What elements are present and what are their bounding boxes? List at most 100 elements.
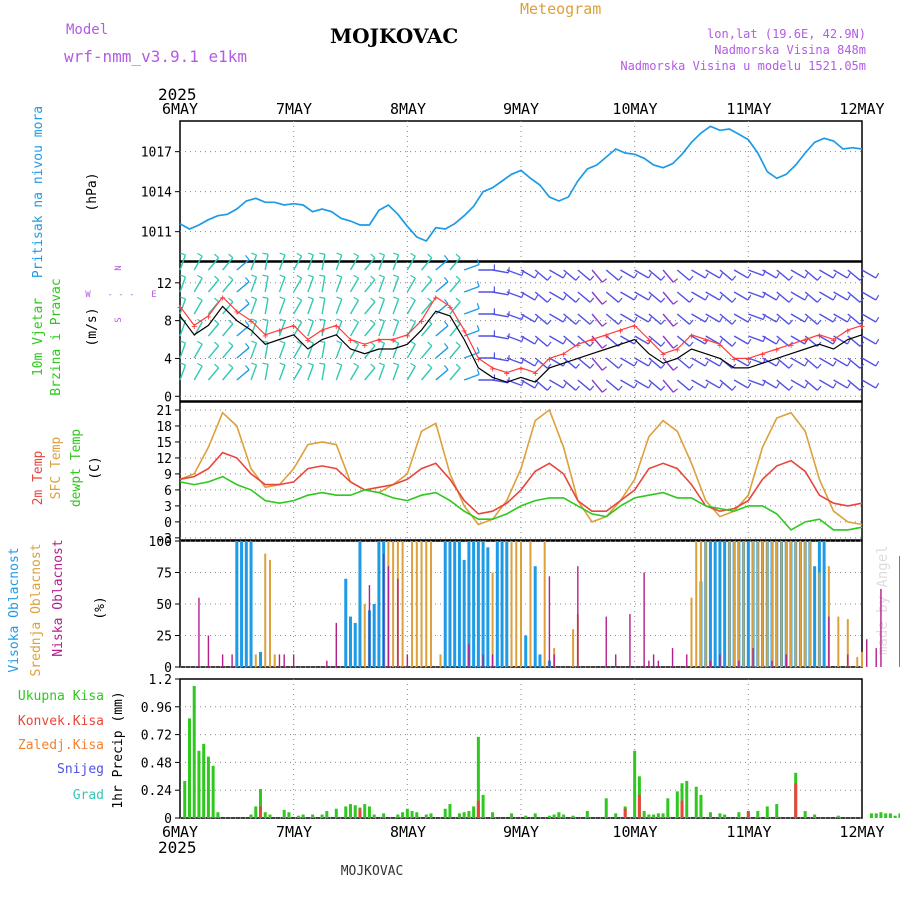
- temp-ytick-label: 3: [164, 500, 172, 515]
- mid-cloud-bar: [699, 541, 702, 667]
- wind-barb: [847, 291, 861, 303]
- total-rain-bar: [424, 814, 428, 818]
- wind-barb: [321, 342, 326, 359]
- wind-unit: (m/s): [85, 307, 100, 346]
- gust-marker: +: [546, 354, 552, 365]
- wind-barb-flag: [353, 296, 359, 301]
- wind-barb-flag: [197, 274, 203, 279]
- date-label: 7MAY: [276, 823, 312, 841]
- total-rain-bar: [694, 786, 698, 818]
- gust-marker: +: [248, 317, 254, 328]
- wind-barb: [719, 269, 733, 281]
- high-cloud-bar: [533, 566, 537, 667]
- wind-barb-flag: [262, 274, 269, 277]
- total-rain-bar: [382, 813, 386, 818]
- wind-barb: [250, 342, 258, 359]
- wind-barb: [335, 298, 343, 315]
- high-cloud-bar: [505, 541, 509, 667]
- watermark: made by Angel: [875, 545, 891, 655]
- high-cloud-bar: [235, 541, 239, 667]
- wind-barb-flag: [228, 319, 234, 325]
- wind-barb-flag: [427, 297, 433, 303]
- wind-barb-flag: [775, 360, 780, 367]
- wind-barb-flag: [214, 253, 220, 259]
- wind-barb: [733, 313, 749, 323]
- wind-barb-flag: [804, 294, 809, 301]
- wind-barb: [534, 335, 548, 347]
- wind-barb-flag: [719, 316, 723, 323]
- wind-barb: [705, 313, 720, 323]
- wind-barb-flag: [816, 363, 822, 369]
- wind-barb-flag: [534, 382, 539, 389]
- wind-barb-flag: [775, 382, 780, 389]
- temp-ytick-label: 18: [156, 420, 172, 435]
- gust-marker: +: [674, 345, 680, 356]
- date-label: 11MAY: [726, 100, 771, 118]
- wind-barb: [620, 379, 635, 389]
- wind-barb: [264, 342, 269, 359]
- total-rain-bar: [836, 815, 840, 818]
- wind-barb: [705, 291, 720, 301]
- wind-barb: [421, 345, 433, 359]
- wind-barb: [492, 335, 509, 340]
- wind-barb: [463, 263, 480, 271]
- total-rain-bar: [675, 791, 679, 818]
- wind-barb-flag: [601, 278, 608, 283]
- wind-barb-flag: [370, 275, 376, 281]
- wind-barb-flag: [410, 318, 416, 323]
- total-rain-bar: [647, 814, 651, 818]
- compass-east: E: [151, 290, 156, 300]
- wind-barb-flag: [575, 319, 580, 325]
- wind-barb-flag: [262, 296, 269, 299]
- gust-marker: +: [688, 331, 694, 342]
- conv-rain-bar: [680, 800, 684, 818]
- coords-text: lon,lat (19.6E, 42.9N): [707, 27, 866, 41]
- legend-total-rain: Ukupna Kisa: [18, 689, 104, 704]
- wind-barb: [776, 357, 790, 369]
- wind-barb: [392, 254, 400, 271]
- wind-barb-flag: [251, 340, 257, 344]
- low-cloud-bar: [657, 660, 660, 667]
- gust-marker: +: [859, 321, 865, 332]
- total-rain-bar: [756, 811, 760, 818]
- wind-barb: [449, 257, 461, 271]
- wind-barb: [193, 343, 203, 359]
- low-cloud-bar: [652, 654, 655, 667]
- mid-cloud-bar: [756, 541, 759, 667]
- wind-barb: [463, 307, 480, 315]
- low-cloud-bar: [605, 616, 607, 667]
- wind-barb-flag: [601, 366, 608, 371]
- mid-cloud-bar: [430, 541, 433, 667]
- wind-barb-flag: [307, 362, 314, 366]
- conv-rain-bar: [637, 794, 641, 818]
- wind-barb: [193, 365, 203, 381]
- wind-barb-flag: [562, 316, 567, 323]
- wind-barb: [506, 335, 523, 343]
- wind-barb-flag: [319, 318, 325, 321]
- date-label: 9MAY: [503, 100, 539, 118]
- total-rain-bar: [259, 789, 263, 818]
- wind-barb: [563, 357, 577, 369]
- footer-station: MOJKOVAC: [341, 864, 404, 879]
- wind-ytick-label: 12: [156, 277, 172, 292]
- wind-barb-flag: [660, 363, 666, 369]
- wind-barb-flag: [410, 252, 416, 257]
- low-cloud-bar: [866, 639, 868, 667]
- wind-barb-flag: [476, 259, 480, 265]
- total-rain-bar: [367, 806, 371, 818]
- wind-barb-flag: [534, 316, 539, 323]
- cloud-ytick-label: 75: [156, 567, 172, 582]
- date-label: 10MAY: [612, 823, 657, 841]
- wind-barb: [278, 364, 286, 381]
- wind-barb-flag: [859, 319, 865, 325]
- wind-barb: [506, 269, 523, 277]
- wind-barb: [847, 269, 861, 281]
- wind-barb: [349, 321, 360, 337]
- high-cloud-bar: [249, 541, 253, 667]
- wind-barb-flag: [846, 360, 851, 367]
- pressure-ytick-label: 1017: [141, 146, 172, 161]
- total-rain-bar: [869, 813, 873, 818]
- wind-barb: [719, 379, 733, 391]
- wind-barb: [335, 254, 343, 271]
- gust-marker: +: [831, 336, 837, 347]
